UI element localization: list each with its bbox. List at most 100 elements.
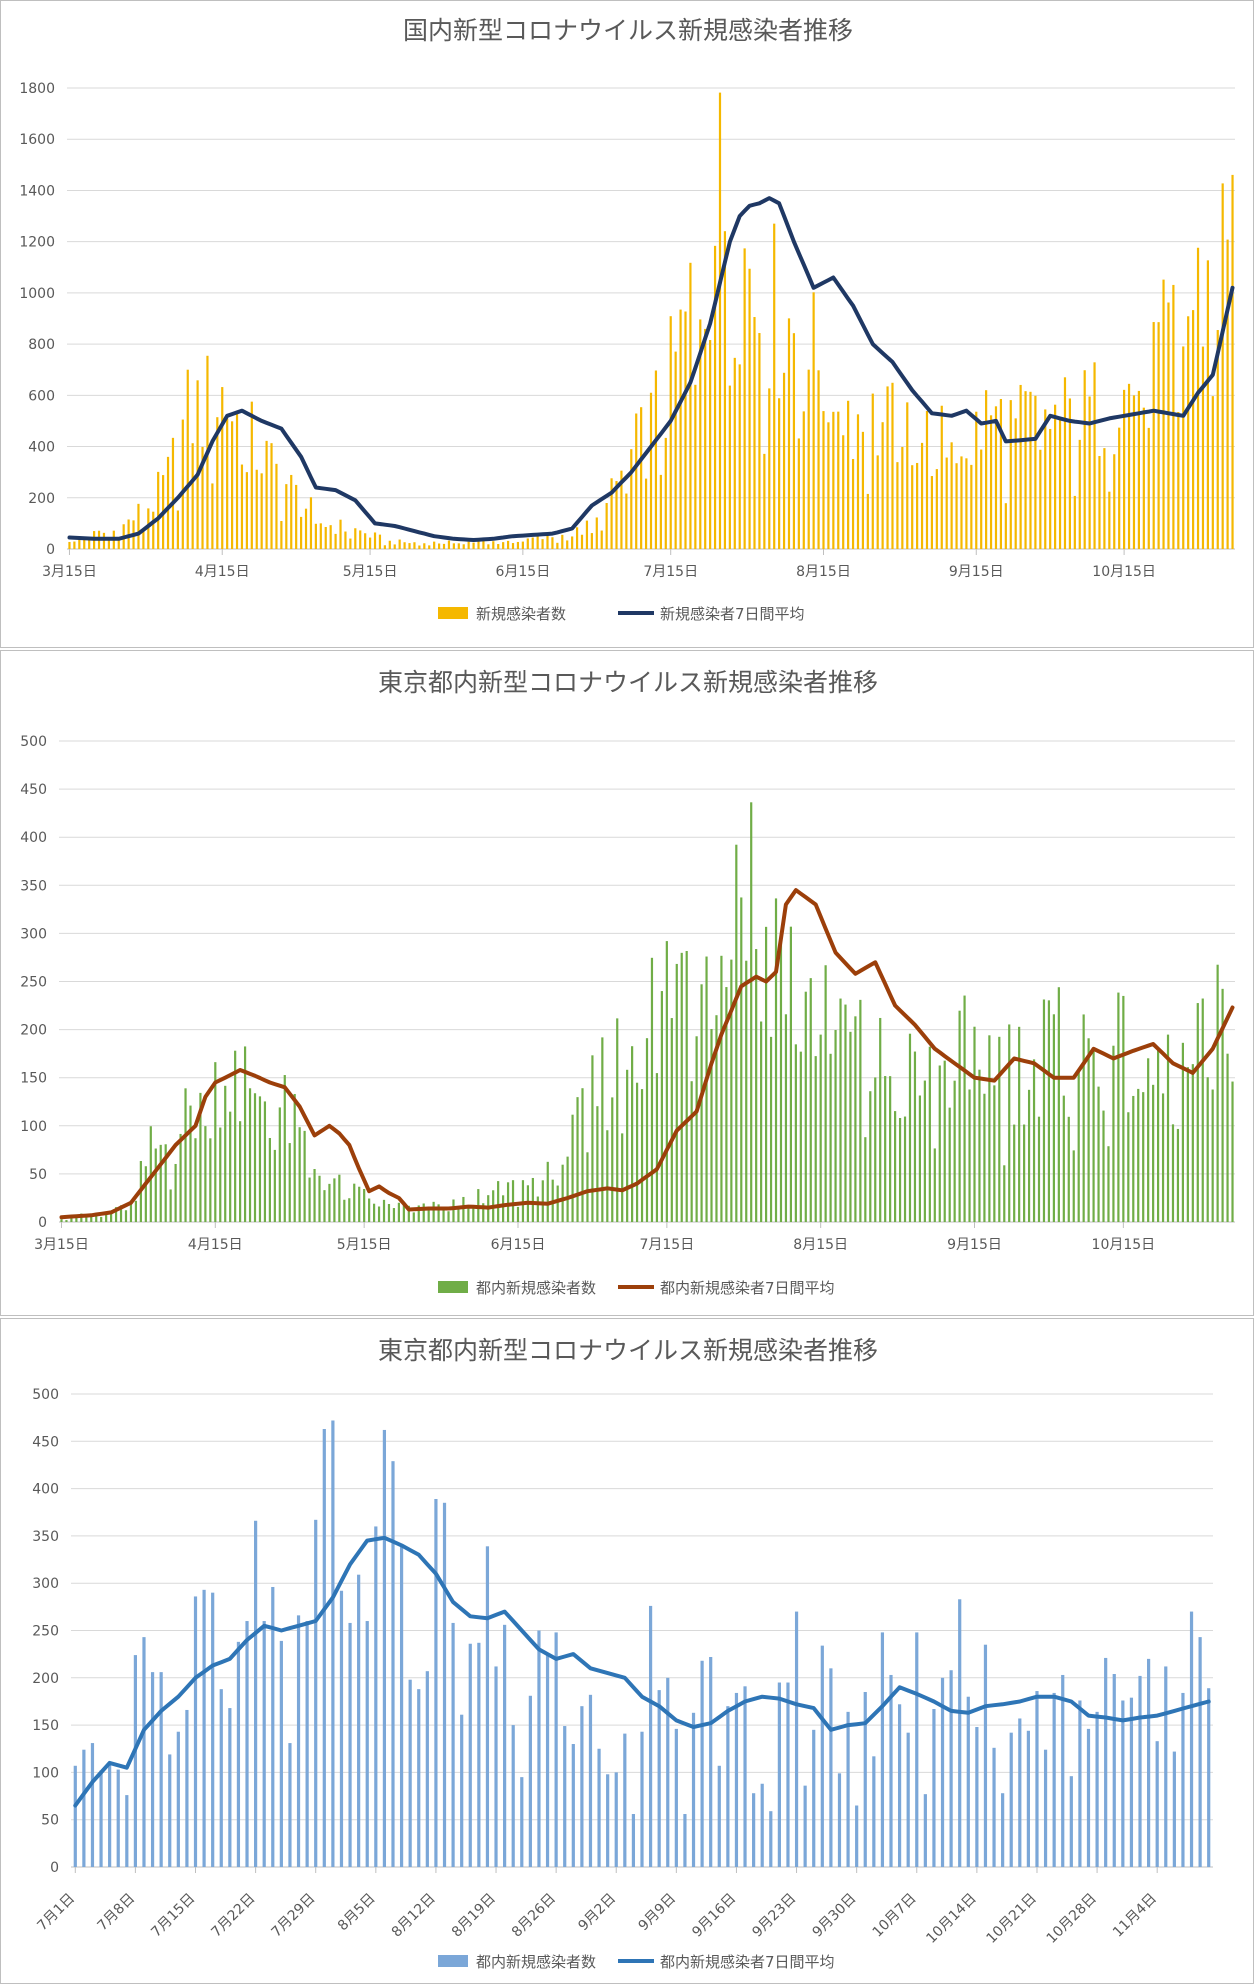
bar — [943, 1060, 946, 1222]
bar — [142, 1637, 146, 1867]
bar — [812, 292, 815, 549]
bar — [114, 1207, 118, 1222]
bar — [1104, 1657, 1108, 1867]
bar — [408, 543, 411, 549]
bar — [1043, 1749, 1048, 1867]
bar — [782, 372, 786, 549]
bar — [1063, 377, 1067, 549]
x-tick-label: 3月15日 — [34, 1237, 89, 1253]
bar — [874, 1077, 877, 1222]
bar — [864, 1137, 867, 1222]
bar — [492, 541, 495, 549]
bar — [358, 1186, 361, 1222]
bar — [1142, 407, 1145, 549]
legend-label-line: 都内新規感染者7日間平均 — [660, 1279, 835, 1297]
x-tick-label: 8月12日 — [389, 1891, 439, 1941]
chart-tokyo-recent: 東京都内新型コロナウイルス新規感染者推移 0 50 100 150 200 250 300 35… — [32, 1336, 1213, 1971]
bar — [425, 1671, 429, 1867]
bar — [591, 1055, 594, 1222]
x-tick-label: 10月15日 — [1092, 1237, 1156, 1253]
bar — [1211, 1089, 1214, 1222]
bar — [566, 1156, 569, 1222]
bar — [975, 411, 978, 549]
bar — [897, 1704, 902, 1867]
bar — [666, 1677, 670, 1867]
bar — [720, 955, 723, 1222]
x-tick-label: 9月23日 — [749, 1891, 799, 1941]
bar — [373, 532, 377, 549]
bar — [586, 1152, 589, 1222]
y-tick-label: 450 — [20, 782, 47, 798]
bar — [1206, 1077, 1209, 1222]
bar — [193, 1596, 198, 1867]
bar — [734, 1692, 739, 1867]
bar — [834, 1030, 837, 1222]
bar — [1132, 1095, 1135, 1222]
bar — [700, 1660, 704, 1867]
bar — [1226, 239, 1229, 549]
bar — [1069, 1776, 1073, 1867]
bar — [280, 521, 283, 549]
chart-title: 東京都内新型コロナウイルス新規感染者推移 — [378, 668, 878, 697]
bar — [1047, 1000, 1051, 1222]
bar — [293, 1093, 296, 1222]
bar — [590, 533, 593, 549]
bar — [124, 1210, 128, 1222]
bar — [176, 1731, 180, 1867]
bar — [497, 544, 500, 549]
bar — [881, 422, 884, 549]
bar — [159, 1672, 163, 1867]
bar — [844, 1004, 847, 1222]
bar — [70, 1217, 73, 1222]
bar — [985, 390, 988, 549]
bar — [357, 1574, 361, 1867]
bar — [107, 538, 110, 549]
x-tick-label: 8月26日 — [509, 1891, 559, 1941]
bar — [329, 525, 332, 549]
bar — [236, 1641, 241, 1867]
y-tick-label: 200 — [28, 491, 55, 507]
bar — [635, 413, 638, 549]
bar — [597, 1748, 601, 1867]
bar — [442, 1210, 445, 1222]
bar — [940, 1677, 945, 1867]
bar — [531, 1177, 534, 1222]
bar — [561, 1164, 564, 1222]
bar — [896, 462, 899, 549]
bar — [219, 1127, 222, 1222]
bar — [847, 400, 850, 549]
bar — [328, 1183, 331, 1222]
bar — [133, 1655, 137, 1867]
bar — [1009, 1732, 1013, 1867]
bar — [1137, 390, 1140, 549]
bar — [988, 1035, 991, 1222]
bar — [832, 411, 835, 549]
bar — [650, 957, 654, 1222]
y-tick-label: 150 — [32, 1718, 59, 1734]
bar — [963, 995, 966, 1222]
bar — [531, 537, 534, 549]
bar — [760, 1021, 763, 1222]
bar — [382, 1199, 386, 1222]
x-tick-label: 4月15日 — [188, 1237, 243, 1253]
bar — [839, 998, 842, 1222]
bar — [769, 1036, 773, 1222]
bar — [1103, 448, 1106, 549]
bar — [235, 410, 239, 549]
bar — [700, 984, 703, 1222]
bar — [728, 385, 731, 549]
bar — [349, 538, 352, 549]
bar — [447, 1211, 450, 1222]
bar — [1127, 383, 1131, 549]
bar — [740, 897, 743, 1222]
y-tick-label: 1400 — [19, 183, 55, 199]
x-tick-label: 6月15日 — [495, 564, 550, 580]
bar — [260, 473, 263, 549]
bar — [1112, 1674, 1116, 1867]
bar — [462, 1196, 465, 1222]
bar — [147, 508, 150, 549]
line-series — [59, 888, 1235, 1220]
bar — [551, 537, 554, 549]
bar — [889, 1076, 892, 1222]
bar — [674, 351, 677, 549]
